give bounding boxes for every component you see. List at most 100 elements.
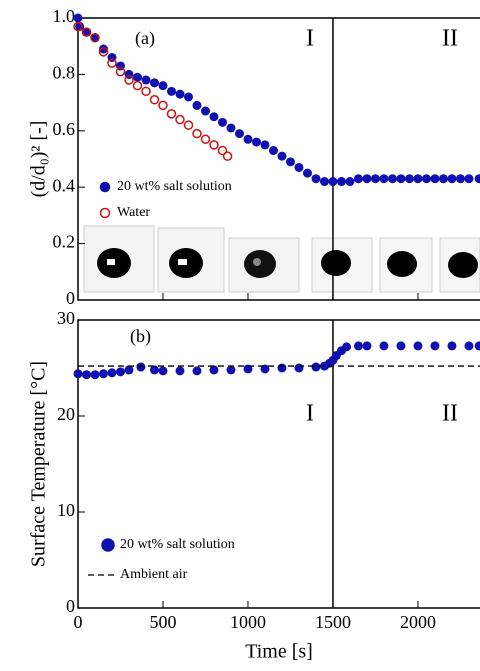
data-point bbox=[260, 140, 270, 150]
data-point bbox=[158, 81, 168, 91]
x-tick-label: 1000 bbox=[230, 612, 266, 632]
data-point bbox=[149, 365, 159, 375]
data-point bbox=[73, 13, 83, 23]
data-point bbox=[277, 363, 287, 373]
data-point bbox=[166, 86, 176, 96]
y-axis-label: Surface Temperature [°C] bbox=[28, 361, 50, 567]
annotation: (b) bbox=[130, 326, 151, 347]
data-point bbox=[175, 114, 185, 125]
data-point bbox=[132, 72, 142, 82]
y-tick-label: 0.2 bbox=[53, 232, 76, 252]
data-point bbox=[353, 174, 363, 184]
droplet-highlight bbox=[253, 258, 261, 266]
data-point bbox=[98, 44, 108, 54]
plot-frame bbox=[77, 17, 480, 301]
data-point bbox=[217, 117, 227, 127]
plot-frame bbox=[77, 319, 480, 609]
data-point bbox=[90, 32, 100, 43]
data-point bbox=[209, 365, 219, 375]
data-point bbox=[158, 100, 168, 111]
data-point bbox=[430, 174, 440, 184]
data-point bbox=[73, 369, 83, 379]
data-point bbox=[345, 177, 355, 187]
x-tick-label: 500 bbox=[149, 612, 176, 632]
data-point bbox=[90, 33, 100, 43]
y-tick-label: 0 bbox=[66, 596, 75, 616]
data-point bbox=[379, 341, 389, 351]
data-point bbox=[115, 66, 126, 77]
data-point bbox=[98, 369, 108, 379]
data-point bbox=[209, 112, 219, 122]
y-tick-label: 0 bbox=[66, 288, 75, 308]
data-point bbox=[404, 174, 414, 184]
data-point bbox=[447, 341, 457, 351]
data-point bbox=[328, 177, 338, 187]
legend-label: 20 wt% salt solution bbox=[117, 179, 232, 194]
droplet-images bbox=[83, 225, 480, 293]
data-point bbox=[387, 174, 397, 184]
data-point bbox=[81, 27, 92, 37]
data-point bbox=[124, 75, 134, 85]
annotation: II bbox=[442, 401, 458, 427]
y-tick-label: 0.4 bbox=[53, 175, 76, 195]
data-point bbox=[226, 123, 236, 133]
y-axis-label: (d/d₀)² [-] bbox=[28, 121, 50, 198]
data-point bbox=[336, 177, 346, 187]
data-point bbox=[370, 174, 380, 184]
data-point bbox=[183, 92, 193, 102]
data-point bbox=[455, 174, 465, 184]
data-point bbox=[464, 341, 474, 351]
data-point bbox=[226, 365, 236, 375]
data-point bbox=[200, 134, 211, 145]
annotation: I bbox=[306, 401, 314, 427]
data-point bbox=[124, 365, 134, 375]
data-point bbox=[149, 95, 160, 105]
data-point bbox=[474, 341, 480, 351]
data-point bbox=[294, 363, 304, 373]
data-point bbox=[277, 151, 287, 161]
data-point bbox=[379, 174, 389, 184]
data-point bbox=[362, 341, 372, 351]
y-tick-label: 20 bbox=[57, 404, 75, 424]
legend-swatch bbox=[101, 538, 115, 552]
annotation: (a) bbox=[135, 28, 155, 49]
droplet-photo bbox=[157, 227, 225, 293]
x-tick-label: 2000 bbox=[400, 612, 436, 632]
legend-swatch bbox=[99, 207, 111, 219]
legend-swatch bbox=[99, 181, 111, 193]
y-tick-label: 30 bbox=[57, 308, 75, 328]
legend-label: Ambient air bbox=[120, 567, 188, 582]
legend-label: Water bbox=[117, 205, 150, 220]
data-point bbox=[217, 145, 228, 156]
data-point bbox=[243, 134, 253, 144]
data-point bbox=[81, 27, 91, 37]
data-point bbox=[342, 342, 352, 352]
data-point bbox=[209, 140, 219, 150]
data-point bbox=[438, 174, 448, 184]
data-point bbox=[464, 174, 474, 184]
data-point bbox=[183, 120, 194, 130]
droplet bbox=[448, 252, 478, 278]
annotation: II bbox=[442, 26, 458, 52]
data-point bbox=[90, 370, 100, 380]
data-point bbox=[192, 366, 202, 376]
y-tick-label: 0.6 bbox=[53, 119, 76, 139]
data-point bbox=[234, 129, 244, 139]
data-point bbox=[362, 174, 372, 184]
droplet-highlight bbox=[178, 259, 187, 265]
data-point bbox=[141, 86, 151, 97]
data-point bbox=[353, 341, 363, 351]
data-point bbox=[421, 174, 431, 184]
series bbox=[73, 341, 480, 380]
data-point bbox=[73, 21, 83, 32]
data-point bbox=[430, 341, 440, 351]
y-tick-label: 0.8 bbox=[53, 63, 76, 83]
droplet bbox=[387, 251, 417, 277]
data-point bbox=[396, 174, 406, 184]
data-point bbox=[200, 106, 210, 116]
data-point bbox=[149, 78, 159, 88]
data-point bbox=[175, 89, 185, 99]
droplet bbox=[321, 250, 351, 276]
data-point bbox=[115, 367, 125, 377]
droplet-highlight bbox=[107, 259, 115, 265]
